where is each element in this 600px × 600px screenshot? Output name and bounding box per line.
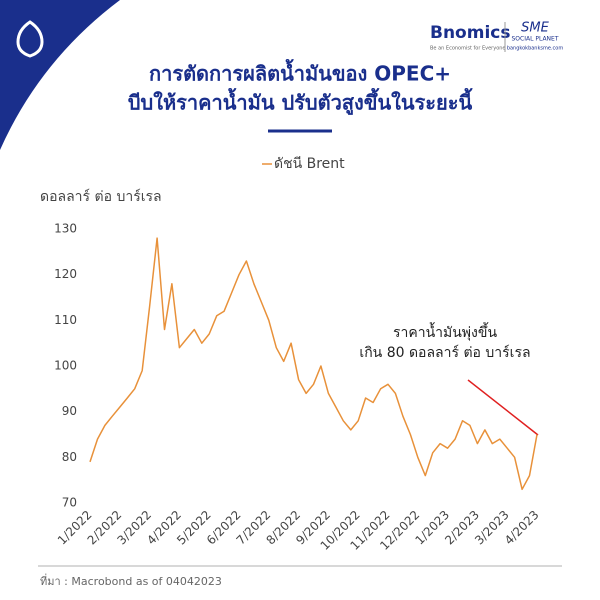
tagline: Be an Economist for Everyone (430, 46, 506, 52)
partner-sub: SOCIAL PLANET (512, 36, 559, 43)
brand: Bnomics (430, 23, 510, 43)
partner: SME (521, 21, 549, 36)
y-axis-label: ดอลลาร์ ต่อ บาร์เรล (40, 188, 162, 205)
source: ที่มา : Macrobond as of 04042023 (40, 573, 222, 588)
title-line: บีบให้ราคาน้ำมัน ปรับตัวสูงขึ้นในระยะนี้ (128, 88, 474, 117)
title-line: การตัดการผลิตน้ำมันของ OPEC+ (149, 59, 451, 86)
corner-shape (0, 0, 120, 150)
series-line (89, 237, 538, 491)
legend-label: ดัชนี Brent (274, 156, 345, 172)
bank-logo (16, 20, 44, 58)
y-tick-label: 100 (54, 359, 77, 373)
trend-arrow (467, 379, 539, 436)
y-tick-label: 120 (54, 267, 77, 281)
plot: 7080901001101201301/20222/20223/20224/20… (54, 222, 542, 553)
y-tick-label: 70 (62, 496, 77, 510)
y-tick-label: 110 (54, 313, 77, 327)
y-tick-label: 130 (54, 222, 77, 236)
partner-url: bangkokbanksme.com (507, 46, 564, 52)
y-tick-label: 90 (62, 404, 77, 418)
annotation: เกิน 80 ดอลลาร์ ต่อ บาร์เรล (359, 344, 530, 361)
y-tick-label: 80 (62, 450, 77, 464)
annotation: ราคาน้ำมันพุ่งขึ้น (393, 322, 497, 341)
